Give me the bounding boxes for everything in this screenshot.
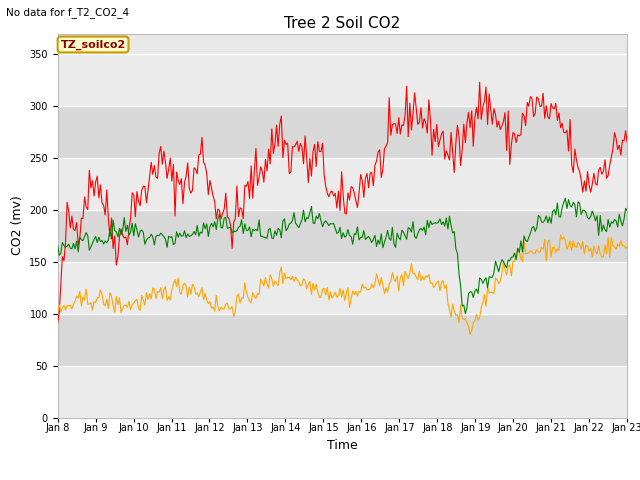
Bar bbox=[58, 210, 627, 262]
X-axis label: Time: Time bbox=[327, 439, 358, 452]
Title: Tree 2 Soil CO2: Tree 2 Soil CO2 bbox=[284, 16, 401, 31]
Tree2 -8cm bbox=[303, 215, 310, 220]
Text: TZ_soilco2: TZ_soilco2 bbox=[60, 39, 125, 49]
Tree2 -2cm bbox=[243, 183, 250, 189]
Tree2 -8cm bbox=[223, 226, 231, 231]
Tree2 -8cm bbox=[124, 222, 131, 228]
Tree2 -4cm bbox=[124, 304, 131, 310]
Text: No data for f_T2_CO2_4: No data for f_T2_CO2_4 bbox=[6, 7, 129, 18]
Bar bbox=[58, 366, 627, 418]
Bar bbox=[58, 314, 627, 366]
Tree2 -4cm bbox=[303, 286, 310, 292]
Bar bbox=[58, 106, 627, 158]
Bar bbox=[58, 158, 627, 210]
Tree2 -2cm bbox=[593, 182, 601, 188]
Tree2 -4cm bbox=[243, 289, 250, 295]
Tree2 -2cm bbox=[54, 320, 61, 326]
Tree2 -4cm bbox=[54, 308, 61, 314]
Tree2 -4cm bbox=[252, 296, 260, 301]
Tree2 -2cm bbox=[303, 155, 310, 160]
Tree2 -8cm bbox=[595, 232, 602, 238]
Tree2 -2cm bbox=[476, 79, 483, 85]
Bar bbox=[58, 54, 627, 106]
Tree2 -4cm bbox=[467, 332, 474, 337]
Tree2 -8cm bbox=[461, 311, 469, 316]
Tree2 -2cm bbox=[623, 140, 631, 145]
Tree2 -2cm bbox=[252, 145, 260, 151]
Tree2 -8cm bbox=[54, 242, 61, 248]
Line: Tree2 -8cm: Tree2 -8cm bbox=[58, 198, 627, 313]
Tree2 -2cm bbox=[223, 214, 231, 220]
Y-axis label: CO2 (mv): CO2 (mv) bbox=[11, 196, 24, 255]
Tree2 -8cm bbox=[243, 228, 250, 233]
Line: Tree2 -4cm: Tree2 -4cm bbox=[58, 235, 627, 335]
Tree2 -8cm bbox=[252, 227, 260, 232]
Tree2 -4cm bbox=[223, 300, 231, 306]
Tree2 -8cm bbox=[623, 208, 631, 214]
Tree2 -4cm bbox=[557, 232, 564, 238]
Tree2 -2cm bbox=[124, 242, 131, 248]
Tree2 -4cm bbox=[623, 244, 631, 250]
Tree2 -8cm bbox=[561, 195, 569, 201]
Bar bbox=[58, 262, 627, 314]
Tree2 -4cm bbox=[595, 243, 602, 249]
Line: Tree2 -2cm: Tree2 -2cm bbox=[58, 82, 627, 323]
